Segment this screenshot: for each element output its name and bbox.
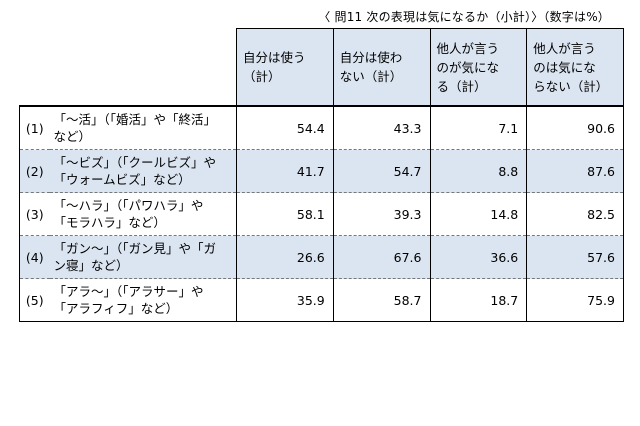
header-others-bothersome: 他人が言う のが気にな る（計） — [429, 28, 528, 107]
header-line: 自分は使う — [243, 50, 306, 65]
header-row: 自分は使う （計） 自分は使わ ない（計） 他人が言う のが気にな る（計） 他… — [19, 28, 624, 107]
row-label-line: 「～ビズ」（「クールビズ」や — [53, 155, 217, 170]
value-others-not-bothersome: 75.9 — [526, 278, 624, 322]
row-index: (5) — [19, 278, 50, 322]
row-label-line: など） — [53, 129, 92, 144]
survey-table-container: 自分は使う （計） 自分は使わ ない（計） 他人が言う のが気にな る（計） 他… — [19, 28, 624, 322]
header-blank-label — [49, 28, 237, 107]
survey-table: 自分は使う （計） 自分は使わ ない（計） 他人が言う のが気にな る（計） 他… — [19, 28, 624, 322]
row-label: 「～ビズ」（「クールビズ」や 「ウォームビズ」など） — [49, 149, 237, 193]
row-label: 「～ハラ」（「パワハラ」や 「モラハラ」など） — [49, 192, 237, 236]
row-label: 「アラ～」（「アラサー」や 「アラフィフ」など） — [49, 278, 237, 322]
header-line: 他人が言う — [533, 40, 596, 56]
value-self-use: 41.7 — [236, 149, 334, 193]
value-others-not-bothersome: 87.6 — [526, 149, 624, 193]
value-self-use: 54.4 — [236, 105, 334, 150]
row-label-line: 「モラハラ」など） — [53, 215, 166, 230]
table-caption: 〈 問11 次の表現は気になるか（小計）〉（数字は%） — [318, 10, 610, 24]
value-self-use: 26.6 — [236, 235, 334, 279]
row-index: (3) — [19, 192, 50, 236]
value-others-bothersome: 8.8 — [429, 149, 528, 193]
row-index: (2) — [19, 149, 50, 193]
value-others-bothersome: 14.8 — [429, 192, 528, 236]
table-row: (2) 「～ビズ」（「クールビズ」や 「ウォームビズ」など） 41.7 54.7… — [19, 149, 624, 193]
header-self-not-use: 自分は使わ ない（計） — [332, 28, 431, 107]
header-line: 他人が言う — [436, 40, 500, 56]
row-label: 「～活」（「婚活」や「終活」 など） — [49, 105, 237, 150]
row-label-line: 「アラフィフ」など） — [53, 301, 179, 316]
row-label-line: ン寝」など） — [53, 258, 129, 273]
header-line: らない（計） — [533, 78, 609, 94]
value-others-bothersome: 18.7 — [429, 278, 528, 322]
header-blank-index — [19, 28, 50, 107]
header-line: ない（計） — [339, 69, 403, 84]
value-self-not-use: 58.7 — [332, 278, 431, 322]
row-label-line: 「アラ～」（「アラサー」や — [53, 284, 204, 299]
row-label-line: 「ウォームビズ」など） — [53, 172, 191, 187]
row-label-line: 「～ハラ」（「パワハラ」や — [53, 198, 204, 213]
header-self-use: 自分は使う （計） — [236, 28, 334, 107]
row-index: (1) — [19, 105, 50, 150]
table-row: (1) 「～活」（「婚活」や「終活」 など） 54.4 43.3 7.1 90.… — [19, 105, 624, 150]
header-line: のは気にな — [533, 59, 596, 75]
value-others-bothersome: 7.1 — [429, 105, 528, 150]
header-line: る（計） — [436, 78, 487, 94]
table-row: (3) 「～ハラ」（「パワハラ」や 「モラハラ」など） 58.1 39.3 14… — [19, 192, 624, 236]
row-label-line: 「ガン～」（「ガン見」や「ガ — [53, 241, 217, 256]
header-line: （計） — [243, 69, 281, 84]
value-others-not-bothersome: 57.6 — [526, 235, 624, 279]
value-others-not-bothersome: 90.6 — [526, 105, 624, 150]
value-self-not-use: 54.7 — [332, 149, 431, 193]
value-others-bothersome: 36.6 — [429, 235, 528, 279]
value-self-not-use: 39.3 — [332, 192, 431, 236]
row-label: 「ガン～」（「ガン見」や「ガ ン寝」など） — [49, 235, 237, 279]
value-self-not-use: 43.3 — [332, 105, 431, 150]
header-line: 自分は使わ — [339, 50, 403, 65]
table-row: (4) 「ガン～」（「ガン見」や「ガ ン寝」など） 26.6 67.6 36.6… — [19, 235, 624, 279]
header-line: のが気にな — [436, 59, 500, 75]
value-self-use: 58.1 — [236, 192, 334, 236]
row-index: (4) — [19, 235, 50, 279]
row-label-line: 「～活」（「婚活」や「終活」 — [53, 112, 217, 127]
value-others-not-bothersome: 82.5 — [526, 192, 624, 236]
header-others-not-bothersome: 他人が言う のは気にな らない（計） — [526, 28, 624, 107]
value-self-not-use: 67.6 — [332, 235, 431, 279]
table-row: (5) 「アラ～」（「アラサー」や 「アラフィフ」など） 35.9 58.7 1… — [19, 278, 624, 322]
value-self-use: 35.9 — [236, 278, 334, 322]
